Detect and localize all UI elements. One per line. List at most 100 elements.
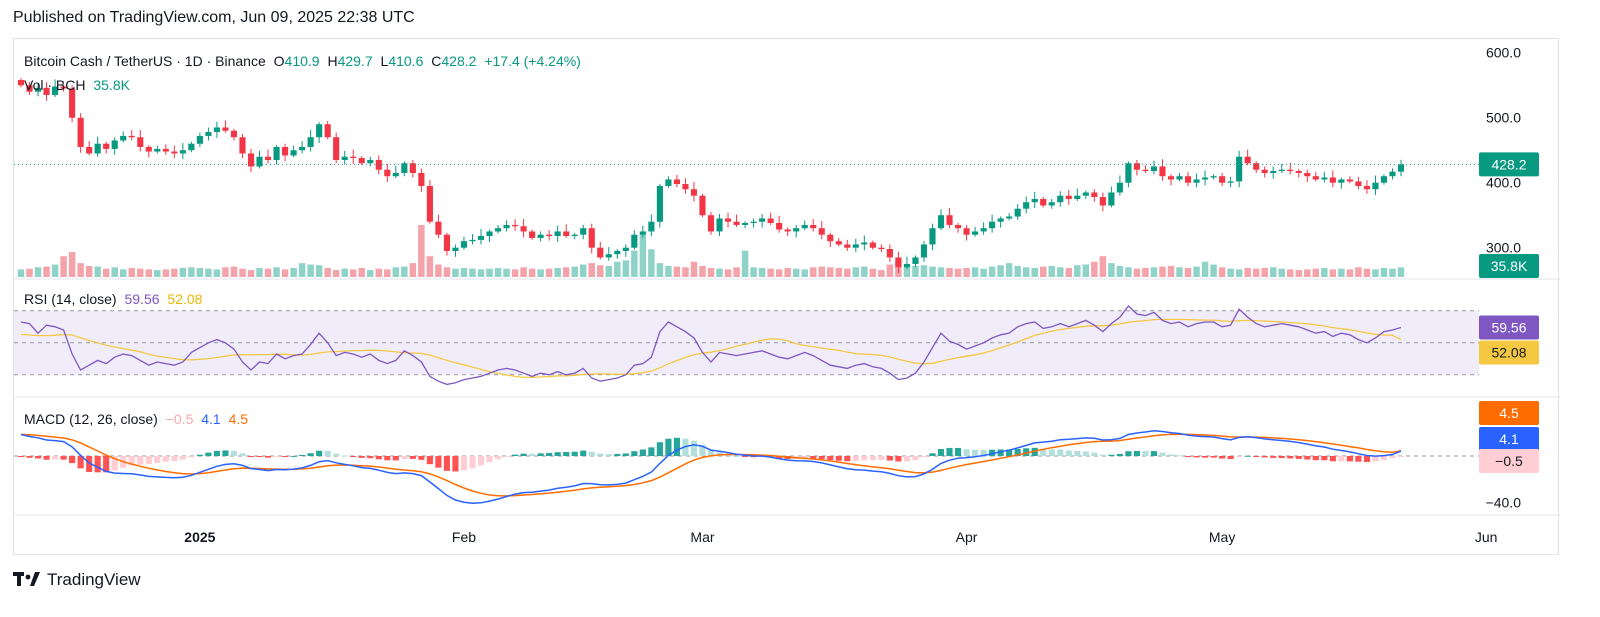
candle-body bbox=[844, 244, 851, 248]
volume-bar bbox=[690, 261, 698, 277]
macd-hist-bar bbox=[1397, 456, 1405, 457]
candle-body bbox=[1287, 169, 1294, 172]
candle-body bbox=[1270, 171, 1277, 173]
volume-bar bbox=[920, 265, 928, 277]
volume-bar bbox=[699, 265, 706, 277]
macd-hist-bar bbox=[614, 454, 621, 456]
volume-bar bbox=[980, 268, 987, 277]
volume-bar bbox=[1321, 267, 1328, 277]
volume-bar bbox=[1176, 267, 1183, 277]
volume-bar bbox=[631, 250, 638, 277]
candle-body bbox=[878, 247, 885, 250]
volume-bar bbox=[1108, 263, 1115, 277]
volume-bar bbox=[1372, 269, 1379, 277]
macd-label[interactable]: MACD (12, 26, close) bbox=[24, 411, 158, 427]
macd-hist-bar bbox=[937, 449, 945, 456]
candle-body bbox=[724, 218, 732, 222]
macd-hist-bar bbox=[690, 440, 698, 456]
macd-hist-value: −0.5 bbox=[165, 411, 194, 427]
candle-body bbox=[273, 146, 280, 160]
volume-bar bbox=[673, 266, 681, 277]
candle-body bbox=[358, 158, 365, 164]
macd-hist-bar bbox=[605, 454, 612, 456]
macd-hist-bar bbox=[912, 456, 919, 461]
macd-hist-bar bbox=[111, 456, 118, 471]
volume-bar bbox=[1142, 267, 1149, 277]
macd-hist-bar bbox=[469, 456, 476, 469]
macd-hist-bar bbox=[716, 452, 723, 456]
macd-hist-bar bbox=[1202, 456, 1209, 458]
chart-svg[interactable]: 600.0500.0400.0300.0428.235.8K40.0059.56… bbox=[14, 39, 1560, 556]
volume-bar bbox=[128, 267, 135, 277]
macd-hist-bar bbox=[137, 456, 144, 465]
candle-body bbox=[1244, 156, 1251, 164]
macd-hist-bar bbox=[77, 456, 84, 469]
macd-hist-bar bbox=[699, 444, 706, 456]
volume-bar bbox=[34, 267, 42, 277]
candle-body bbox=[205, 132, 212, 136]
volume-bar bbox=[861, 266, 868, 277]
volume-bar bbox=[545, 268, 553, 277]
chart-frame[interactable]: 600.0500.0400.0300.0428.235.8K40.0059.56… bbox=[13, 38, 1560, 556]
time-tick-label: 2025 bbox=[184, 529, 215, 545]
macd-hist-bar bbox=[103, 456, 110, 473]
volume-bar bbox=[307, 264, 314, 277]
macd-hist-bar bbox=[1380, 456, 1388, 460]
macd-hist-bar bbox=[844, 456, 851, 462]
volume-bar bbox=[1099, 256, 1107, 277]
macd-hist-bar bbox=[878, 456, 885, 460]
candle-body bbox=[546, 234, 553, 237]
volume-bar bbox=[1022, 267, 1030, 277]
volume-bar bbox=[119, 269, 127, 277]
macd-hist-bar bbox=[886, 456, 893, 461]
macd-hist-bar bbox=[299, 454, 306, 456]
price-tick-label: 300.0 bbox=[1486, 240, 1521, 256]
tradingview-logo[interactable]: TradingView bbox=[13, 570, 141, 590]
volume-bar bbox=[392, 267, 400, 277]
macd-hist-bar bbox=[1278, 456, 1285, 459]
volume-label[interactable]: Vol · BCH bbox=[24, 77, 86, 93]
volume-bar bbox=[767, 268, 774, 277]
candle-body bbox=[554, 231, 561, 237]
candle-body bbox=[460, 241, 468, 248]
volume-bar bbox=[1082, 264, 1090, 277]
macd-hist-bar bbox=[1108, 454, 1115, 456]
macd-hist-bar bbox=[571, 451, 578, 456]
volume-bar bbox=[486, 268, 493, 277]
macd-hist-bar bbox=[17, 456, 25, 457]
macd-hist-bar bbox=[1329, 456, 1336, 462]
candle-body bbox=[597, 247, 604, 258]
candle-body bbox=[656, 185, 663, 222]
candle-body bbox=[869, 242, 876, 248]
macd-hist-bar bbox=[895, 456, 902, 462]
volume-bar bbox=[145, 269, 153, 277]
macd-hist-bar bbox=[213, 450, 220, 456]
change-value: +17.4 (+4.24%) bbox=[484, 53, 581, 69]
candle-body bbox=[324, 124, 331, 138]
candle-body bbox=[264, 156, 272, 160]
candle-body bbox=[409, 163, 416, 173]
macd-line bbox=[20, 430, 1402, 505]
macd-hist-bar bbox=[580, 450, 587, 456]
candle-body bbox=[282, 146, 289, 156]
candle-body bbox=[1099, 197, 1106, 206]
candle-body bbox=[1253, 163, 1260, 170]
candle-body bbox=[43, 87, 50, 95]
macd-hist-bar bbox=[1150, 451, 1158, 456]
candle-body bbox=[1380, 176, 1388, 183]
volume-bar bbox=[298, 263, 306, 277]
candle-body bbox=[818, 228, 825, 235]
macd-hist-bar bbox=[316, 450, 323, 456]
volume-bar bbox=[1397, 267, 1405, 277]
candle-body bbox=[835, 241, 842, 245]
volume-bar bbox=[51, 264, 59, 277]
time-tick-label: Apr bbox=[956, 529, 978, 545]
symbol-label[interactable]: Bitcoin Cash / TetherUS · 1D · Binance bbox=[24, 53, 266, 69]
macd-hist-bar bbox=[171, 456, 178, 462]
volume-bar bbox=[963, 267, 970, 277]
rsi-last-label-bg bbox=[1479, 315, 1539, 340]
candle-body bbox=[392, 172, 399, 177]
candle-body bbox=[946, 215, 953, 225]
candle-body bbox=[827, 234, 834, 242]
rsi-label[interactable]: RSI (14, close) bbox=[24, 291, 117, 307]
